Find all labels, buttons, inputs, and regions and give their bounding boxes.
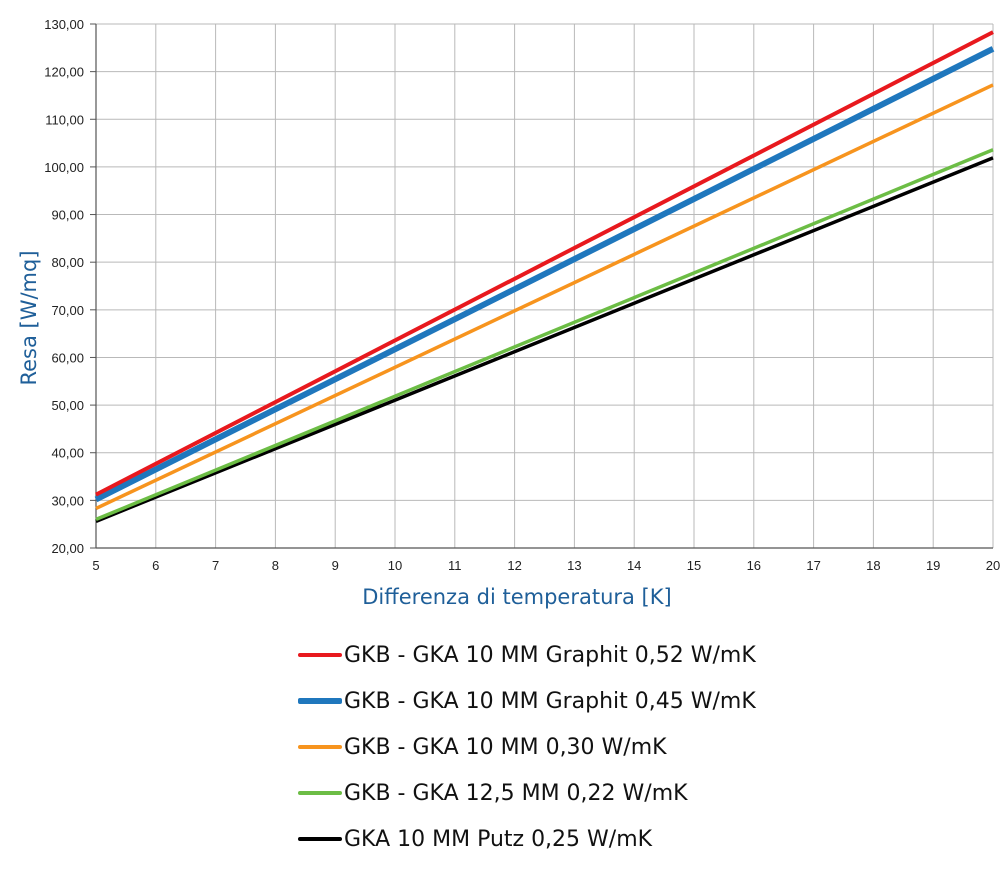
y-tick-label: 60,00 <box>51 350 84 365</box>
series-line-4 <box>95 148 994 522</box>
y-tick-label: 80,00 <box>51 255 84 270</box>
y-tick-label: 90,00 <box>51 208 84 223</box>
legend-item: GKB - GKA 12,5 MM 0,22 W/mK <box>298 770 756 816</box>
x-tick-label: 17 <box>806 558 820 573</box>
legend-swatch <box>298 698 342 704</box>
x-tick-label: 16 <box>747 558 761 573</box>
y-axis-title: Resa [W/mq] <box>17 250 41 385</box>
y-tick-label: 20,00 <box>51 541 84 556</box>
legend-swatch <box>298 791 342 795</box>
axes <box>90 23 993 549</box>
x-tick-label: 6 <box>152 558 159 573</box>
legend-label: GKA 10 MM Putz 0,25 W/mK <box>344 826 653 852</box>
series-line-5 <box>95 156 994 523</box>
x-tick-label: 7 <box>212 558 219 573</box>
chart-legend: GKB - GKA 10 MM Graphit 0,52 W/mK GKB - G… <box>298 632 756 862</box>
legend-item: GKB - GKA 10 MM Graphit 0,52 W/mK <box>298 632 756 678</box>
legend-item: GKA 10 MM Putz 0,25 W/mK <box>298 816 756 862</box>
grid-lines <box>95 23 994 549</box>
series-line-2 <box>94 46 995 503</box>
y-tick-label: 40,00 <box>51 446 84 461</box>
y-tick-label: 30,00 <box>51 493 84 508</box>
y-tick-label: 70,00 <box>51 303 84 318</box>
legend-item: GKB - GKA 10 MM 0,30 W/mK <box>298 724 756 770</box>
x-tick-label: 20 <box>986 558 1000 573</box>
x-tick-label: 5 <box>92 558 99 573</box>
legend-label: GKB - GKA 12,5 MM 0,22 W/mK <box>344 780 688 806</box>
line-chart: 5 6 7 8 9 10 11 12 13 14 15 16 17 18 19 20 20,00 30,00 40… <box>17 17 1000 609</box>
legend-swatch <box>298 653 342 657</box>
x-tick-label: 19 <box>926 558 940 573</box>
x-tick-label: 18 <box>866 558 880 573</box>
y-tick-label: 130,00 <box>44 17 84 32</box>
x-axis-title: Differenza di temperatura [K] <box>362 585 671 609</box>
x-tick-label: 11 <box>448 558 462 573</box>
x-tick-label: 8 <box>272 558 279 573</box>
x-tick-label: 14 <box>627 558 641 573</box>
legend-swatch <box>298 745 342 749</box>
legend-swatch <box>298 837 342 841</box>
x-tick-labels: 5 6 7 8 9 10 11 12 13 14 15 16 17 18 19 20 <box>92 558 1000 573</box>
y-tick-label: 50,00 <box>51 398 84 413</box>
legend-label: GKB - GKA 10 MM 0,30 W/mK <box>344 734 667 760</box>
series-line-1 <box>95 30 994 497</box>
series-line-3 <box>95 83 994 511</box>
y-tick-label: 120,00 <box>44 65 84 80</box>
series-lines <box>94 30 995 523</box>
y-tick-label: 100,00 <box>44 160 84 175</box>
legend-label: GKB - GKA 10 MM Graphit 0,45 W/mK <box>344 688 756 714</box>
legend-label: GKB - GKA 10 MM Graphit 0,52 W/mK <box>344 642 756 668</box>
legend-item: GKB - GKA 10 MM Graphit 0,45 W/mK <box>298 678 756 724</box>
x-tick-label: 15 <box>687 558 701 573</box>
x-tick-label: 10 <box>388 558 402 573</box>
x-tick-label: 13 <box>567 558 581 573</box>
y-tick-labels: 20,00 30,00 40,00 50,00 60,00 70,00 80,00 90,00… <box>44 17 84 556</box>
x-tick-label: 9 <box>332 558 339 573</box>
y-tick-label: 110,00 <box>45 112 84 127</box>
x-tick-label: 12 <box>507 558 521 573</box>
